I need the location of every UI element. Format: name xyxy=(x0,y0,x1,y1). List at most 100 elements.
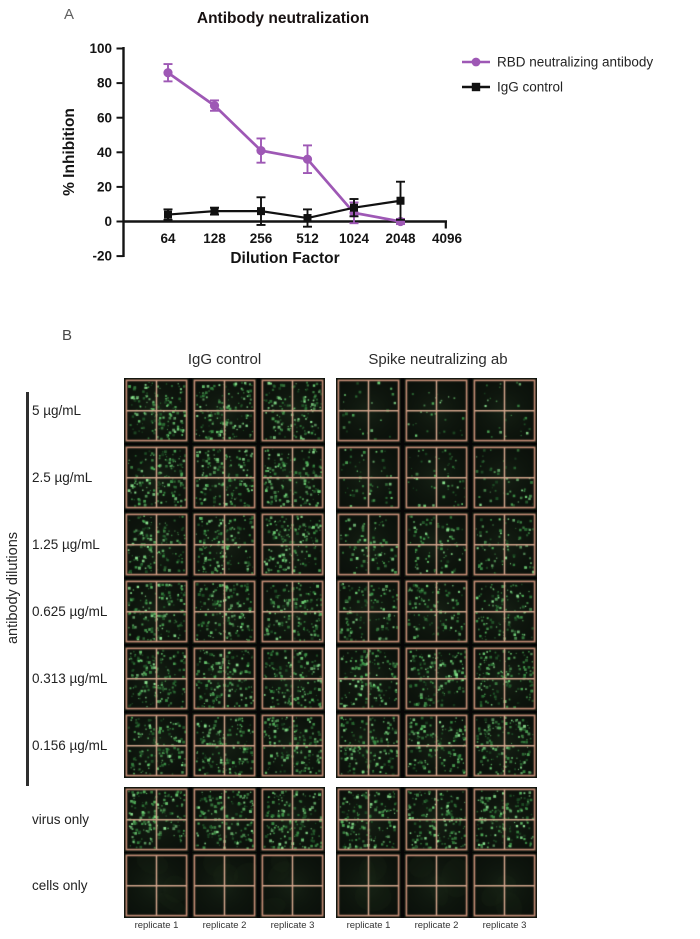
well-igg-row2-rep1 xyxy=(124,512,189,577)
x-tick-label: 64 xyxy=(160,231,176,246)
replicate-label-2: replicate 2 xyxy=(414,920,459,931)
igg-control-header: IgG control xyxy=(187,351,262,368)
antibody-dilutions-label: antibody dilutions xyxy=(5,531,21,645)
data-point-square xyxy=(396,196,405,205)
series-line-1 xyxy=(167,199,401,220)
row-label-4: 0.313 µg/mL xyxy=(32,671,108,686)
x-tick-label: 256 xyxy=(250,231,273,246)
well-spike-row2-rep3 xyxy=(472,512,537,577)
data-point-circle xyxy=(302,154,313,164)
panel-b-label: B xyxy=(62,327,73,344)
well-spike-row1-rep3 xyxy=(472,445,537,510)
well-spike-row6-rep1 xyxy=(336,787,401,852)
well-igg-row7-rep3 xyxy=(260,853,325,918)
well-igg-row0-rep2 xyxy=(192,378,257,443)
well-spike-row1-rep1 xyxy=(336,445,401,510)
data-point-square xyxy=(350,203,358,212)
y-tick-label: 40 xyxy=(97,145,112,160)
spike-well-block xyxy=(336,787,537,918)
neutralization-chart: Antibody neutralization -20 0 20 40 60 80 100 64… xyxy=(61,10,653,267)
well-igg-row4-rep2 xyxy=(192,646,257,711)
well-igg-row6-rep3 xyxy=(260,787,325,852)
igg-well-block xyxy=(124,787,325,918)
well-igg-row2-rep3 xyxy=(260,512,325,577)
well-spike-row7-rep3 xyxy=(472,853,537,918)
row-label-6: virus only xyxy=(32,812,90,827)
data-point-square xyxy=(303,214,312,223)
legend-label: IgG control xyxy=(497,80,563,95)
panel-a-label: A xyxy=(64,6,75,23)
row-label-1: 2.5 µg/mL xyxy=(32,470,93,485)
legend-label: RBD neutralizing antibody xyxy=(497,55,653,70)
legend-square-marker xyxy=(471,82,481,92)
well-igg-row6-rep2 xyxy=(192,787,257,852)
well-igg-row3-rep1 xyxy=(124,579,189,644)
well-spike-row3-rep3 xyxy=(472,579,537,644)
replicate-label-2: replicate 2 xyxy=(202,920,247,931)
well-spike-row4-rep3 xyxy=(472,646,537,711)
well-spike-row7-rep1 xyxy=(336,853,401,918)
well-spike-row6-rep2 xyxy=(404,787,469,852)
well-spike-row5-rep3 xyxy=(472,713,537,778)
replicate-label-3: replicate 3 xyxy=(270,920,315,931)
x-tick-label: 1024 xyxy=(339,231,370,246)
x-axis-title: Dilution Factor xyxy=(230,250,339,267)
replicate-label-1: replicate 1 xyxy=(134,920,179,931)
y-tick-label: 60 xyxy=(97,110,112,125)
well-spike-row2-rep2 xyxy=(404,512,469,577)
x-tick-label: 128 xyxy=(203,231,226,246)
data-point-square xyxy=(257,207,265,216)
well-spike-row6-rep3 xyxy=(472,787,537,852)
well-spike-row0-rep1 xyxy=(336,378,401,443)
row-label-0: 5 µg/mL xyxy=(32,403,82,418)
well-igg-row1-rep2 xyxy=(192,445,257,510)
well-spike-row3-rep1 xyxy=(336,579,401,644)
well-spike-row7-rep2 xyxy=(404,853,469,918)
data-point-circle xyxy=(256,145,266,156)
well-igg-row4-rep1 xyxy=(124,646,189,711)
data-point-square xyxy=(210,207,219,216)
well-spike-row5-rep1 xyxy=(336,713,401,778)
well-igg-row2-rep2 xyxy=(192,512,257,577)
well-spike-row3-rep2 xyxy=(404,579,469,644)
well-spike-row4-rep1 xyxy=(336,646,401,711)
well-igg-row1-rep3 xyxy=(260,445,325,510)
data-point-circle xyxy=(209,100,220,111)
row-label-2: 1.25 µg/mL xyxy=(32,537,100,552)
x-tick-label: 4096 xyxy=(432,231,463,246)
data-point-square xyxy=(164,210,172,219)
igg-well-block xyxy=(124,378,325,778)
well-igg-row1-rep1 xyxy=(124,445,189,510)
well-igg-row0-rep1 xyxy=(124,378,189,443)
well-igg-row3-rep2 xyxy=(192,579,257,644)
well-spike-row2-rep1 xyxy=(336,512,401,577)
replicate-label-3: replicate 3 xyxy=(482,920,527,931)
legend-circle-marker xyxy=(471,57,481,67)
well-igg-row5-rep1 xyxy=(124,713,189,778)
row-label-3: 0.625 µg/mL xyxy=(32,604,108,619)
well-igg-row5-rep2 xyxy=(192,713,257,778)
replicate-label-1: replicate 1 xyxy=(346,920,391,931)
x-tick-label: 2048 xyxy=(385,231,416,246)
y-tick-label: -20 xyxy=(92,249,112,264)
y-tick-label: 20 xyxy=(97,180,112,195)
antibody-dilutions-bracket xyxy=(26,392,29,786)
well-igg-row6-rep1 xyxy=(124,787,189,852)
well-spike-row1-rep2 xyxy=(404,445,469,510)
well-spike-row0-rep2 xyxy=(404,378,469,443)
legend-entry-0: RBD neutralizing antibody xyxy=(462,55,653,70)
well-igg-row0-rep3 xyxy=(260,378,325,443)
row-label-5: 0.156 µg/mL xyxy=(32,738,108,753)
x-tick-label: 512 xyxy=(296,231,319,246)
legend-entry-1: IgG control xyxy=(462,80,563,95)
data-point-circle xyxy=(163,68,173,78)
well-igg-row5-rep3 xyxy=(260,713,325,778)
y-tick-label: 0 xyxy=(104,214,112,229)
chart-title: Antibody neutralization xyxy=(197,10,369,27)
spike-neutralizing-header: Spike neutralizing ab xyxy=(368,351,508,368)
row-label-7: cells only xyxy=(32,878,88,893)
well-igg-row7-rep1 xyxy=(124,853,189,918)
well-spike-row4-rep2 xyxy=(404,646,469,711)
y-axis-title: % Inhibition xyxy=(61,108,78,196)
